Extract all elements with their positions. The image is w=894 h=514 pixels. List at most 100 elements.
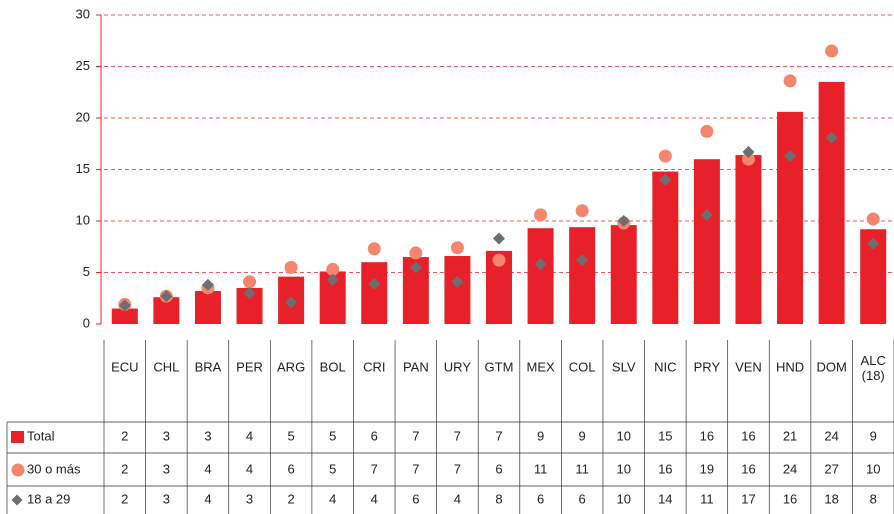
diamond — [784, 150, 797, 163]
diamond — [867, 237, 880, 250]
x-tick-label: SLV — [612, 359, 636, 374]
table-cell: 3 — [163, 491, 170, 506]
table-cell: 9 — [579, 428, 586, 443]
x-tick-label: PER — [236, 359, 263, 374]
table-cell: 8 — [495, 491, 502, 506]
table-cell: 21 — [783, 428, 797, 443]
x-tick-label: ARG — [277, 359, 305, 374]
legend-key — [11, 431, 24, 443]
table-cell: 10 — [617, 461, 631, 476]
table-cell: 10 — [617, 491, 631, 506]
table-cell: 3 — [246, 491, 253, 506]
diamond — [534, 258, 547, 271]
y-tick-label: 25 — [76, 58, 90, 73]
table-cell: 4 — [454, 491, 461, 506]
x-tick-label: COL — [569, 359, 596, 374]
x-tick-label: CHL — [153, 359, 179, 374]
table-cell: 7 — [454, 461, 461, 476]
diamond — [659, 173, 672, 186]
dot — [866, 212, 880, 226]
x-tick-label: BRA — [195, 359, 222, 374]
diamond — [409, 261, 422, 274]
table-cell: 27 — [824, 461, 838, 476]
y-tick-label: 30 — [76, 6, 90, 21]
diamond — [742, 145, 755, 158]
dot — [492, 253, 506, 267]
legend-label: 18 a 29 — [27, 491, 70, 506]
bar — [693, 159, 720, 324]
diamond — [201, 278, 214, 291]
table-cell: 2 — [287, 491, 294, 506]
table-cell: 6 — [371, 428, 378, 443]
table-cell: 8 — [870, 491, 877, 506]
table-cell: 10 — [866, 461, 880, 476]
table-cell: 16 — [700, 428, 714, 443]
table-cell: 4 — [246, 461, 253, 476]
bar — [194, 291, 221, 324]
table-cell: 7 — [495, 428, 502, 443]
table-cell: 5 — [329, 461, 336, 476]
table-cell: 2 — [121, 461, 128, 476]
bar — [818, 81, 845, 324]
diamond — [285, 296, 298, 309]
table-cell: 11 — [700, 491, 714, 506]
dot — [450, 241, 464, 255]
table-cell: 6 — [495, 461, 502, 476]
diamond — [617, 215, 630, 227]
table-cell: 5 — [329, 428, 336, 443]
table-cell: 7 — [412, 461, 419, 476]
x-tick-label: ALC (18) — [861, 353, 886, 383]
x-tick-label: GTM — [485, 359, 514, 374]
diamond — [368, 277, 381, 290]
table-cell: 7 — [454, 428, 461, 443]
dot — [243, 275, 257, 289]
table-cell: 3 — [204, 428, 211, 443]
legend-label: 30 o más — [27, 461, 81, 476]
dot — [700, 124, 714, 138]
x-tick-label: DOM — [816, 359, 846, 374]
table-cell: 4 — [204, 461, 211, 476]
table-cell: 6 — [537, 491, 544, 506]
diamond — [700, 208, 713, 221]
bar — [652, 171, 679, 324]
dot — [575, 204, 589, 218]
bar — [735, 155, 762, 324]
table-cell: 5 — [287, 428, 294, 443]
x-tick-label: HND — [776, 359, 804, 374]
table-cell: 7 — [412, 428, 419, 443]
x-tick-label: NIC — [654, 359, 676, 374]
legend-label: Total — [27, 428, 55, 443]
table-cell: 11 — [575, 461, 589, 476]
diamond — [118, 299, 131, 312]
dot — [783, 74, 797, 88]
x-tick-label: CRI — [363, 359, 385, 374]
table-cell: 4 — [246, 428, 253, 443]
x-tick-label: MEX — [526, 359, 555, 374]
diamond — [243, 287, 256, 300]
table-cell: 16 — [741, 428, 755, 443]
y-tick-label: 15 — [76, 161, 90, 176]
x-tick-label: ECU — [111, 359, 138, 374]
x-tick-line: ALC — [861, 353, 886, 368]
diamond — [576, 254, 589, 267]
table-cell: 4 — [371, 491, 378, 506]
dot — [367, 242, 381, 256]
table-cell: 2 — [121, 491, 128, 506]
table-cell: 14 — [658, 491, 672, 506]
diamond — [160, 290, 173, 303]
bar — [111, 308, 138, 324]
table-cell: 18 — [824, 491, 838, 506]
x-tick-label: PAN — [403, 359, 429, 374]
table-cell: 15 — [658, 428, 672, 443]
table-cell: 17 — [741, 491, 755, 506]
x-tick-line: (18) — [862, 368, 885, 383]
legend-key — [11, 463, 25, 477]
dot — [409, 246, 423, 260]
diamond — [825, 131, 838, 144]
y-tick-label: 0 — [83, 315, 90, 330]
x-tick-label: PRY — [694, 359, 721, 374]
dot — [284, 260, 298, 274]
diamond — [326, 273, 339, 286]
y-tick-label: 5 — [83, 264, 90, 279]
